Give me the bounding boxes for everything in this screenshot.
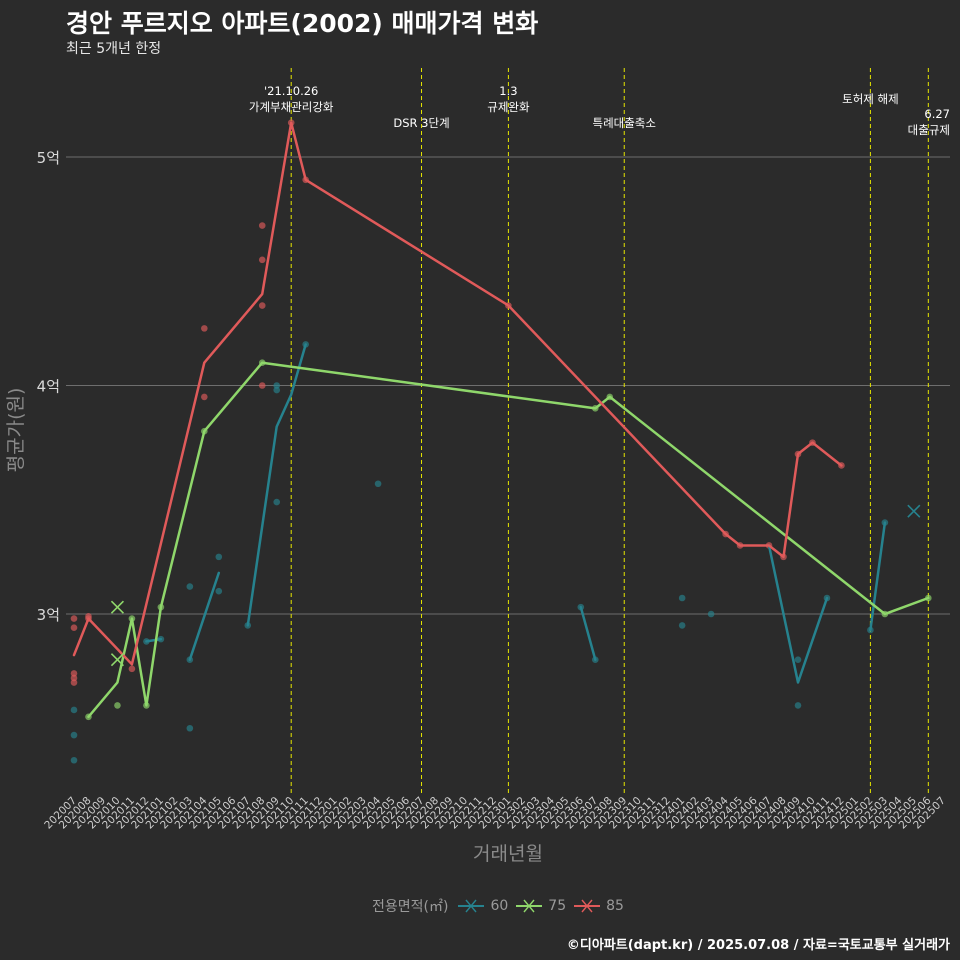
point-s85 [201, 393, 208, 401]
legend-key-60-icon [458, 899, 485, 913]
series-line-60 [145, 637, 163, 643]
point-s60 [374, 480, 382, 488]
legend-item-85: 85 [572, 896, 624, 916]
series-line-60 [579, 605, 597, 661]
point-s85 [70, 679, 78, 686]
cross-marker-75 [110, 600, 125, 614]
y-tick-label: 5억 [37, 149, 60, 167]
point-s85 [70, 674, 78, 682]
annotation-label: '21.10.26 [264, 84, 318, 98]
annotation-label: 대출규제 [908, 123, 950, 137]
point-s60 [678, 622, 686, 629]
annotation-label: 가계부채관리강화 [249, 100, 334, 114]
annotation-label: 6.27 [924, 107, 950, 121]
annotation-label: DSR 3단계 [393, 116, 449, 130]
point-s85 [70, 670, 78, 677]
point-s85 [258, 256, 266, 264]
cross-marker-75 [110, 653, 125, 667]
point-s85 [70, 624, 78, 632]
annotation-label: 특례대출축소 [592, 116, 655, 130]
source-caption: ©디아파트(dapt.kr) / 2025.07.08 / 자료=국토교통부 실… [566, 938, 950, 953]
point-s60 [70, 731, 78, 739]
cross-marker-60 [907, 504, 921, 518]
y-tick-label: 3억 [37, 606, 60, 624]
annotation-label: 규제완화 [487, 100, 530, 114]
point-s85 [258, 222, 266, 229]
point-s60 [794, 656, 802, 663]
series-line-85 [72, 121, 843, 666]
x-axis-title: 거래년월 [473, 843, 543, 865]
point-s85 [258, 382, 266, 389]
point-s85 [201, 325, 208, 332]
series-line-60 [246, 343, 307, 627]
point-s60 [707, 610, 715, 618]
point-s85 [70, 615, 78, 622]
point-s60 [273, 498, 281, 506]
legend-label-85: 85 [606, 898, 624, 914]
series-line-60 [188, 571, 221, 661]
legend-key-75-icon [516, 899, 543, 913]
legend-key-85-icon [574, 899, 601, 913]
y-axis-title: 평균가(원) [5, 388, 27, 473]
point-s60 [215, 587, 223, 595]
annotation-label: 1.3 [499, 84, 517, 98]
point-s60 [186, 724, 194, 732]
point-s60 [794, 702, 802, 709]
point-s60 [70, 706, 78, 714]
legend: 전용면적(㎡) 60 75 85 [372, 895, 630, 917]
point-s60 [186, 583, 194, 590]
series-line-75 [87, 361, 930, 719]
point-s60 [215, 553, 223, 561]
series-line-60 [869, 521, 887, 632]
point-s60 [273, 386, 281, 394]
chart-subtitle: 최근 5개년 한정 [66, 41, 162, 57]
annotation-label: 토허제 해제 [842, 92, 899, 106]
point-s85 [128, 665, 136, 673]
point-s60 [678, 594, 686, 602]
legend-label-75: 75 [548, 898, 567, 914]
legend-label-60: 60 [490, 898, 509, 914]
y-tick-label: 4억 [37, 378, 60, 396]
point-s75 [114, 702, 121, 709]
point-s60 [273, 382, 281, 389]
legend-item-75: 75 [514, 896, 566, 916]
legend-item-60: 60 [456, 896, 508, 916]
legend-title: 전용면적(㎡) [372, 899, 449, 915]
point-s60 [70, 756, 78, 764]
point-s85 [258, 302, 266, 309]
chart-title: 경안 푸르지오 아파트(2002) 매매가격 변화 [66, 9, 539, 38]
series-line-60 [767, 544, 829, 684]
